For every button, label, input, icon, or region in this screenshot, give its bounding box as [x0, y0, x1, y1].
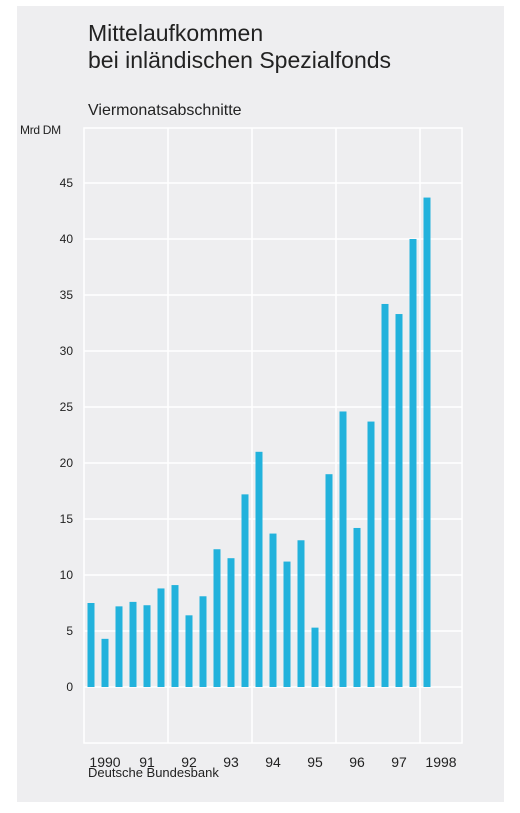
bar [423, 197, 431, 687]
x-tick-label: 96 [349, 754, 365, 770]
bar [115, 606, 123, 687]
bar [283, 561, 291, 687]
x-tick-label: 95 [307, 754, 323, 770]
y-tick-label: 45 [60, 176, 74, 190]
bar [297, 540, 305, 687]
chart-subtitle: Viermonatsabschnitte [88, 102, 242, 119]
y-tick-label: 30 [60, 344, 74, 358]
bar [171, 585, 179, 687]
bar [157, 588, 165, 687]
chart-title-line-1: Mittelaufkommen [88, 20, 264, 46]
bars [87, 197, 431, 687]
bar [409, 239, 417, 687]
bar [311, 627, 319, 687]
x-tick-label: 97 [391, 754, 407, 770]
y-tick-labels: 0 5 10 15 20 25 30 35 40 45 [60, 176, 74, 694]
chart-title: Mittelaufkommen bei inländischen Spezial… [88, 20, 391, 74]
bar [199, 596, 207, 687]
bar [339, 411, 347, 687]
bar [255, 451, 263, 687]
x-tick-label: 92 [181, 754, 197, 770]
source-label: Deutsche Bundesbank [88, 765, 219, 780]
bar [353, 527, 361, 687]
x-tick-label: 91 [139, 754, 155, 770]
y-tick-label: 10 [60, 568, 74, 582]
x-tick-label: 1998 [425, 754, 456, 770]
bar [101, 638, 109, 687]
bar [381, 303, 389, 687]
bar [241, 494, 249, 687]
x-tick-labels: 1990 91 92 93 94 95 96 97 1998 [89, 754, 456, 770]
bar [367, 421, 375, 687]
bar [269, 533, 277, 687]
y-tick-label: 25 [60, 400, 74, 414]
y-tick-label: 40 [60, 232, 74, 246]
bar [185, 615, 193, 687]
x-tick-label: 93 [223, 754, 239, 770]
bar [325, 474, 333, 687]
x-tick-label: 94 [265, 754, 281, 770]
y-tick-label: 0 [66, 680, 73, 694]
y-tick-label: 15 [60, 512, 74, 526]
y-axis-unit-label: Mrd DM [20, 123, 61, 137]
y-tick-label: 5 [66, 624, 73, 638]
x-tick-label: 1990 [89, 754, 120, 770]
bar [395, 314, 403, 687]
bar [213, 549, 221, 687]
bar [87, 603, 95, 687]
plot-frame [83, 127, 463, 744]
bar [143, 605, 151, 687]
y-tick-label: 35 [60, 288, 74, 302]
bar [129, 601, 137, 687]
bar [227, 558, 235, 687]
y-tick-label: 20 [60, 456, 74, 470]
chart-title-line-2: bei inländischen Spezialfonds [88, 47, 392, 73]
